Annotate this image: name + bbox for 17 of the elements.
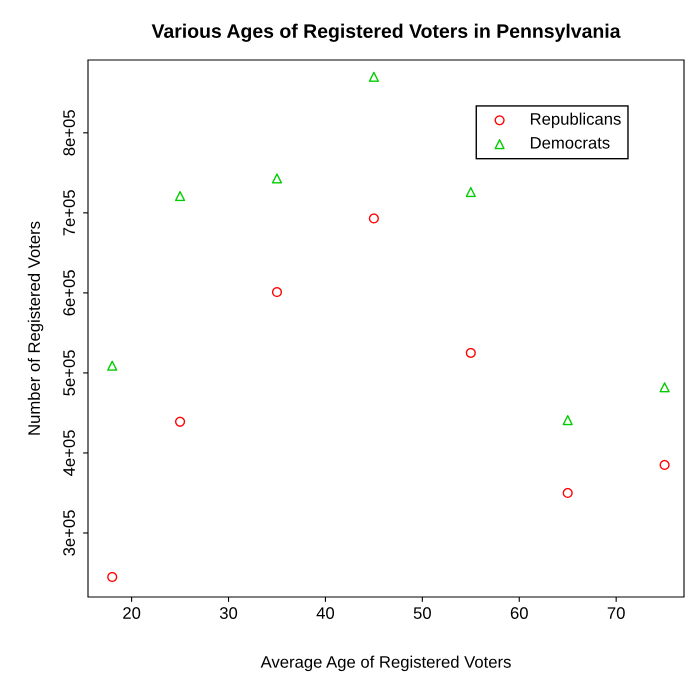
y-axis-title: Number of Registered Voters	[28, 222, 44, 435]
x-tick-label: 40	[316, 607, 334, 619]
x-tick-label: 50	[414, 607, 431, 619]
x-tick-label: 20	[123, 607, 140, 619]
legend-label: Republicans	[530, 112, 621, 128]
y-tick-label: 4e+05	[63, 430, 75, 476]
y-tick-label: 6e+05	[63, 270, 75, 316]
y-tick-label: 5e+05	[63, 350, 75, 396]
y-tick-label: 7e+05	[63, 190, 75, 236]
legend-label: Democrats	[530, 137, 610, 149]
x-tick-label: 70	[608, 607, 625, 619]
x-tick-label: 30	[220, 607, 238, 619]
x-tick-label: 60	[510, 607, 528, 619]
chart-title: Various Ages of Registered Voters in Pennsylvania	[152, 24, 621, 42]
y-tick-label: 3e+05	[63, 510, 75, 556]
x-axis-title: Average Age of Registered Voters	[260, 656, 511, 672]
y-tick-label: 8e+05	[63, 110, 75, 156]
